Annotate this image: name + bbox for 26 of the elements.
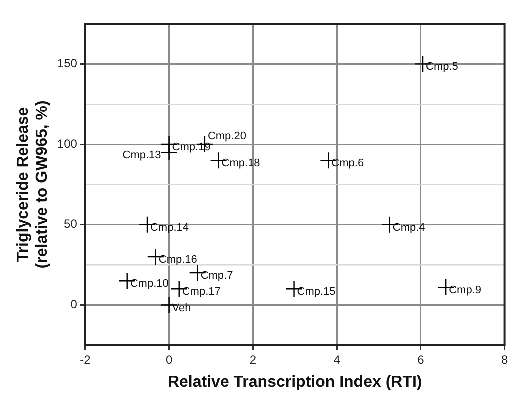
- x-axis-title: Relative Transcription Index (RTI): [168, 374, 422, 391]
- annotation: Cmp.4: [392, 222, 426, 234]
- x-tick-label: 2: [250, 352, 257, 367]
- annotation: Cmp.9: [449, 284, 482, 297]
- annotation: Cmp.10: [130, 278, 169, 290]
- y-tick-label: 150: [57, 56, 78, 70]
- x-tick-label: 4: [334, 352, 341, 367]
- x-tick-label: -2: [80, 352, 92, 367]
- annotation: Cmp.7: [200, 270, 234, 282]
- annotation: Cmp.16: [158, 254, 198, 266]
- annotation: Cmp.17: [182, 286, 221, 298]
- y-tick-label: 0: [70, 298, 78, 312]
- annotation: Cmp.13: [122, 150, 162, 162]
- x-tick-label: 0: [166, 352, 173, 367]
- annotation: Cmp.18: [222, 158, 260, 170]
- annotation: Cmp.5: [426, 61, 458, 74]
- annotation: Cmp.20: [208, 130, 246, 143]
- annotation: Cmp.14: [150, 222, 190, 234]
- y-axis-title: Triglyceride Release (relative to GW965, %): [15, 100, 52, 269]
- x-tick-label: 8: [501, 352, 508, 367]
- y-tick-label: 50: [64, 217, 78, 232]
- y-tick-label: 100: [57, 136, 78, 151]
- annotation: Cmp.15: [297, 286, 336, 298]
- x-tick-label: 6: [418, 352, 425, 367]
- annotation: Veh: [172, 302, 192, 314]
- annotation: Cmp.6: [332, 158, 364, 170]
